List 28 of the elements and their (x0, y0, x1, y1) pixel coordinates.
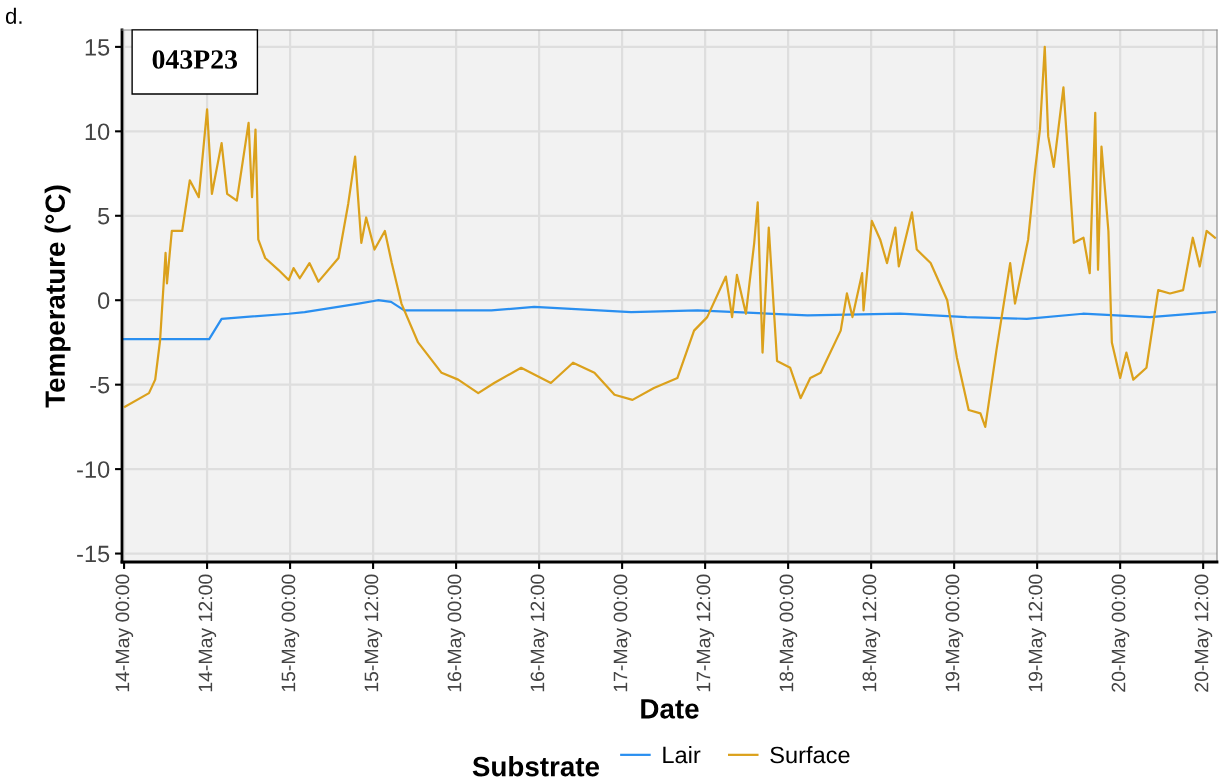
x-tick-label: 17-May 12:00 (696, 574, 715, 692)
x-tick-label: 14-May 12:00 (198, 574, 217, 692)
legend-title: Substrate (472, 756, 600, 777)
legend-label: Surface (770, 746, 850, 764)
x-axis-title: Date (641, 699, 699, 719)
y-tick-label: -15 (77, 545, 110, 563)
text: d. (5, 7, 22, 24)
x-tick-label: 18-May 00:00 (779, 574, 798, 692)
x-tick-label: 18-May 12:00 (862, 574, 881, 692)
x-tick-label: 16-May 12:00 (530, 574, 549, 692)
x-tick-label: 17-May 00:00 (613, 574, 632, 692)
x-tick-label: 20-May 00:00 (1111, 574, 1130, 692)
x-tick-label: 19-May 00:00 (945, 574, 964, 692)
y-tick-label: 10 (85, 123, 110, 141)
x-tick-label: 16-May 00:00 (447, 574, 466, 692)
y-tick-label: 0 (97, 292, 110, 310)
y-axis-title: Temperature (°C) (44, 185, 71, 408)
x-tick-label: 20-May 12:00 (1194, 574, 1213, 692)
y-tick-label: -10 (77, 461, 110, 478)
y-tick-label: 5 (98, 208, 110, 225)
x-tick-label: 19-May 12:00 (1028, 574, 1047, 692)
legend-label: Lair (663, 746, 701, 764)
x-tick-label: 15-May 12:00 (364, 574, 383, 692)
y-tick-label: 15 (85, 39, 110, 56)
annotation: 043P23 (152, 50, 238, 69)
x-tick-label: 15-May 00:00 (281, 574, 300, 692)
y-tick-label: -5 (90, 376, 110, 394)
x-tick-label: 14-May 00:00 (115, 574, 134, 692)
